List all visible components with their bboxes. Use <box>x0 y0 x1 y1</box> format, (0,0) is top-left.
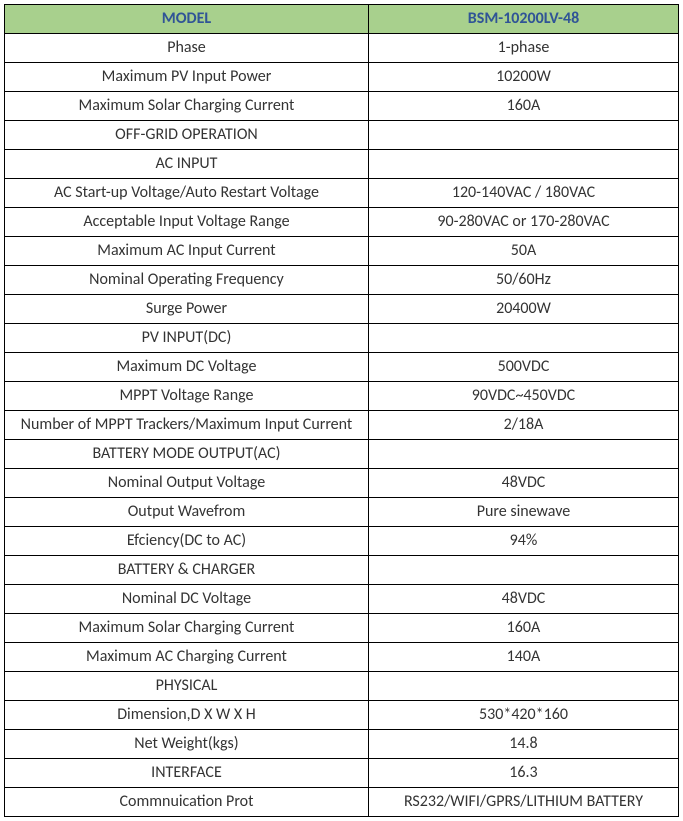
spec-label-cell: Maximum DC Voltage <box>5 353 369 382</box>
spec-label-cell: Maximum AC Input Current <box>5 237 369 266</box>
table-row: Output WavefromPure sinewave <box>5 498 679 527</box>
table-row: PHYSICAL <box>5 672 679 701</box>
table-row: MPPT Voltage Range90VDC~450VDC <box>5 382 679 411</box>
spec-label-cell: Maximum PV Input Power <box>5 63 369 92</box>
header-value-cell: BSM-10200LV-48 <box>368 5 678 34</box>
table-row: Maximum PV Input Power10200W <box>5 63 679 92</box>
header-row: MODEL BSM-10200LV-48 <box>5 5 679 34</box>
spec-value-cell: 1-phase <box>368 34 678 63</box>
table-row: Nominal Operating Frequency50/60Hz <box>5 266 679 295</box>
spec-label-cell: AC INPUT <box>5 150 369 179</box>
spec-value-cell <box>368 440 678 469</box>
spec-value-cell <box>368 324 678 353</box>
spec-value-cell <box>368 556 678 585</box>
spec-value-cell: 160A <box>368 614 678 643</box>
table-row: AC INPUT <box>5 150 679 179</box>
table-row: Maximum Solar Charging Current160A <box>5 614 679 643</box>
spec-label-cell: Output Wavefrom <box>5 498 369 527</box>
spec-label-cell: Maximum Solar Charging Current <box>5 614 369 643</box>
spec-label-cell: MPPT Voltage Range <box>5 382 369 411</box>
spec-label-cell: Dimension,D X W X H <box>5 701 369 730</box>
table-row: Nominal Output Voltage48VDC <box>5 469 679 498</box>
spec-label-cell: Nominal DC Voltage <box>5 585 369 614</box>
table-row: Acceptable Input Voltage Range90-280VAC … <box>5 208 679 237</box>
spec-value-cell: 16.3 <box>368 759 678 788</box>
spec-value-cell: 50A <box>368 237 678 266</box>
spec-value-cell: 10200W <box>368 63 678 92</box>
spec-label-cell: PV INPUT(DC) <box>5 324 369 353</box>
table-row: Maximum AC Input Current50A <box>5 237 679 266</box>
spec-label-cell: BATTERY & CHARGER <box>5 556 369 585</box>
spec-value-cell: 2/18A <box>368 411 678 440</box>
table-row: Phase1-phase <box>5 34 679 63</box>
spec-label-cell: BATTERY MODE OUTPUT(AC) <box>5 440 369 469</box>
spec-value-cell <box>368 672 678 701</box>
table-row: Surge Power20400W <box>5 295 679 324</box>
table-row: BATTERY & CHARGER <box>5 556 679 585</box>
spec-label-cell: Nominal Operating Frequency <box>5 266 369 295</box>
spec-label-cell: Number of MPPT Trackers/Maximum Input Cu… <box>5 411 369 440</box>
table-row: Efciency(DC to AC)94% <box>5 527 679 556</box>
table-row: Nominal DC Voltage48VDC <box>5 585 679 614</box>
spec-value-cell: 20400W <box>368 295 678 324</box>
spec-value-cell: 160A <box>368 92 678 121</box>
table-row: Dimension,D X W X H530*420*160 <box>5 701 679 730</box>
table-row: AC Start-up Voltage/Auto Restart Voltage… <box>5 179 679 208</box>
spec-label-cell: Phase <box>5 34 369 63</box>
spec-value-cell: 14.8 <box>368 730 678 759</box>
header-label-cell: MODEL <box>5 5 369 34</box>
spec-value-cell: 90-280VAC or 170-280VAC <box>368 208 678 237</box>
table-row: OFF-GRID OPERATION <box>5 121 679 150</box>
spec-value-cell: 48VDC <box>368 469 678 498</box>
table-row: INTERFACE16.3 <box>5 759 679 788</box>
spec-value-cell: 48VDC <box>368 585 678 614</box>
table-row: Net Weight(kgs)14.8 <box>5 730 679 759</box>
spec-label-cell: Acceptable Input Voltage Range <box>5 208 369 237</box>
spec-label-cell: Surge Power <box>5 295 369 324</box>
spec-label-cell: AC Start-up Voltage/Auto Restart Voltage <box>5 179 369 208</box>
spec-label-cell: INTERFACE <box>5 759 369 788</box>
spec-table: MODEL BSM-10200LV-48 Phase1-phaseMaximum… <box>4 4 679 817</box>
spec-label-cell: Efciency(DC to AC) <box>5 527 369 556</box>
spec-table-body: MODEL BSM-10200LV-48 Phase1-phaseMaximum… <box>5 5 679 817</box>
spec-value-cell: 530*420*160 <box>368 701 678 730</box>
spec-label-cell: Commnuication Prot <box>5 788 369 817</box>
spec-value-cell <box>368 150 678 179</box>
table-row: BATTERY MODE OUTPUT(AC) <box>5 440 679 469</box>
spec-value-cell: 500VDC <box>368 353 678 382</box>
spec-label-cell: Maximum Solar Charging Current <box>5 92 369 121</box>
spec-label-cell: Net Weight(kgs) <box>5 730 369 759</box>
spec-label-cell: Maximum AC Charging Current <box>5 643 369 672</box>
table-row: Maximum DC Voltage500VDC <box>5 353 679 382</box>
spec-label-cell: PHYSICAL <box>5 672 369 701</box>
spec-value-cell: RS232/WIFI/GPRS/LITHIUM BATTERY <box>368 788 678 817</box>
spec-value-cell: 140A <box>368 643 678 672</box>
spec-value-cell: 90VDC~450VDC <box>368 382 678 411</box>
spec-value-cell: 50/60Hz <box>368 266 678 295</box>
spec-value-cell: 120-140VAC / 180VAC <box>368 179 678 208</box>
spec-label-cell: Nominal Output Voltage <box>5 469 369 498</box>
spec-value-cell: Pure sinewave <box>368 498 678 527</box>
table-row: Maximum AC Charging Current140A <box>5 643 679 672</box>
table-row: PV INPUT(DC) <box>5 324 679 353</box>
spec-label-cell: OFF-GRID OPERATION <box>5 121 369 150</box>
spec-value-cell <box>368 121 678 150</box>
table-row: Commnuication ProtRS232/WIFI/GPRS/LITHIU… <box>5 788 679 817</box>
table-row: Number of MPPT Trackers/Maximum Input Cu… <box>5 411 679 440</box>
table-row: Maximum Solar Charging Current160A <box>5 92 679 121</box>
spec-value-cell: 94% <box>368 527 678 556</box>
